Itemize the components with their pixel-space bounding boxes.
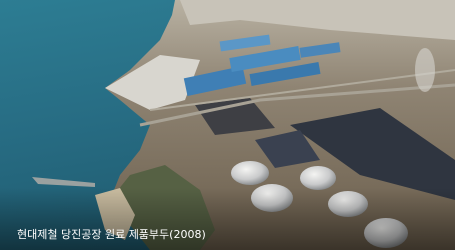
- aerial-photo: 현대제철 당진공장 원료 제품부두(2008): [0, 0, 455, 250]
- shade-overlay: [0, 0, 455, 250]
- scene: [0, 0, 455, 250]
- page: 현대제철 당진공장 원료 제품부두(2008) (() => { const d…: [0, 0, 455, 250]
- caption: 현대제철 당진공장 원료 제품부두(2008): [17, 228, 206, 241]
